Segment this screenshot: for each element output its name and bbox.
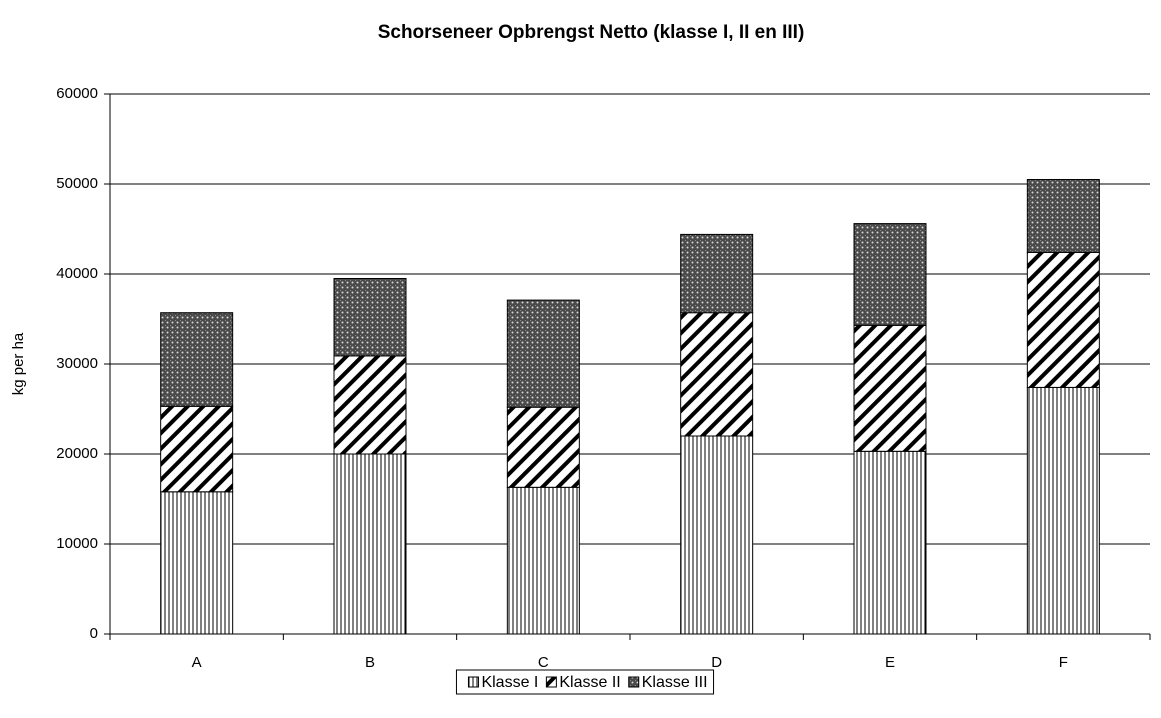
legend-swatch [628,676,640,688]
bar-segment [1026,179,1100,253]
x-tick-label: B [365,654,375,671]
legend-label: Klasse II [559,674,620,691]
legend: Klasse I Klasse II Klasse III [455,669,715,695]
bar-segment [160,491,234,635]
chart-title: Schorseneer Opbrengst Netto (klasse I, I… [378,22,805,43]
y-tick-label: 30000 [56,355,98,372]
x-tick-label: A [192,654,202,671]
bar-segment [1026,386,1100,635]
bar-segment [1026,251,1100,388]
bar-segment [333,355,407,455]
bar-segment [853,324,927,452]
legend-swatch [467,676,479,688]
legend-label: Klasse I [481,674,538,691]
x-tick-label: D [711,654,722,671]
bar-segment [333,453,407,635]
bar-segment [506,406,580,488]
y-tick-label: 10000 [56,535,98,552]
bar-segment [853,223,927,326]
y-tick-label: 50000 [56,175,98,192]
x-tick-label: C [538,654,549,671]
legend-label: Klasse III [642,674,708,691]
x-tick-label: E [885,654,895,671]
bar-segment [160,312,234,407]
bar-segment [680,435,754,635]
y-tick-label: 40000 [56,265,98,282]
bar-segment [506,486,580,635]
y-tick-label: 20000 [56,445,98,462]
bar-segment [680,312,754,437]
x-tick-label: F [1059,654,1068,671]
y-tick-label: 0 [90,625,98,642]
bar-segment [333,278,407,357]
bar-segment [853,450,927,635]
legend-swatch [545,676,557,688]
y-tick-label: 60000 [56,85,98,102]
legend-box [455,669,715,695]
bar-segment [506,299,580,408]
bar-segment [160,405,234,493]
bar-segment [680,233,754,314]
y-axis-label: kg per ha [10,332,27,395]
